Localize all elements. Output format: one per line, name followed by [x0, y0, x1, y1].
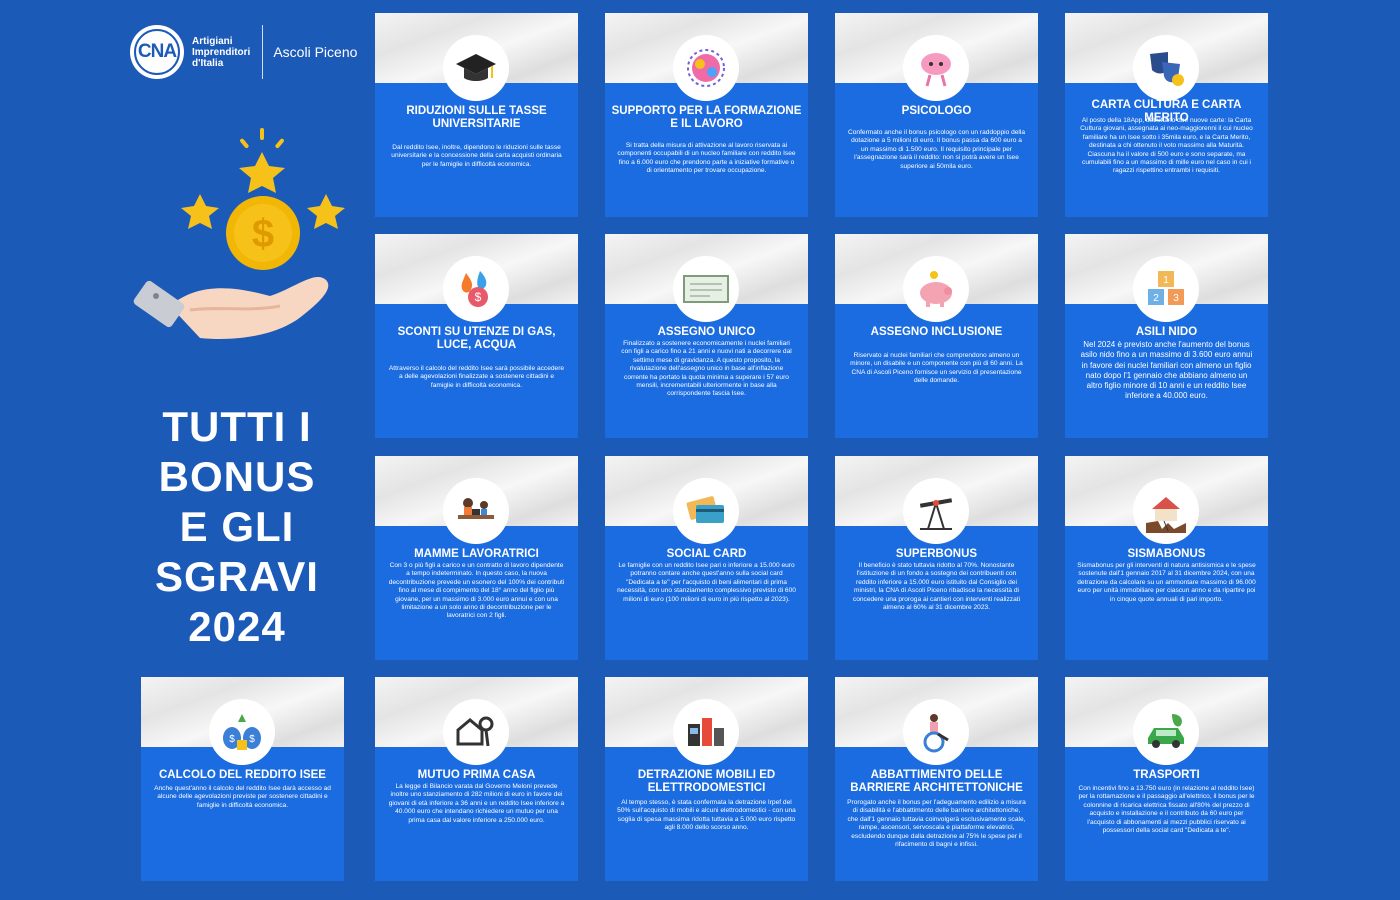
graduation-cap-icon: [443, 35, 509, 101]
card-title: ABBATTIMENTO DELLE BARRIERE ARCHITETTONI…: [850, 769, 1023, 794]
brain-character-icon: [903, 35, 969, 101]
title-line: SGRAVI: [155, 553, 319, 600]
cna-logo-letters: CNA: [137, 41, 177, 62]
svg-text:$: $: [252, 212, 274, 256]
title-line: TUTTI I: [162, 403, 312, 450]
bonus-card-mobili-elettrodomestici: DETRAZIONE MOBILI ED ELETTRODOMESTICI Al…: [605, 677, 808, 881]
svg-text:3: 3: [1173, 293, 1179, 304]
card-text: Le famiglie con un reddito Isee pari o i…: [617, 562, 796, 603]
card-text: Al posto della 18App, debuttano due nuov…: [1080, 117, 1253, 175]
dollar-coin-icon: $: [226, 196, 300, 270]
bonus-card-tasse-universitarie: RIDUZIONI SULLE TASSE UNIVERSITARIE Dal …: [375, 13, 578, 217]
theater-masks-icon: [1133, 35, 1199, 101]
card-title: MAMME LAVORATRICI: [414, 548, 539, 560]
card-title: SCONTI SU UTENZE DI GAS, LUCE, ACQUA: [397, 326, 556, 351]
card-text: Sismabonus per gli interventi di natura …: [1077, 562, 1256, 603]
star-icon: [307, 194, 345, 229]
card-text: Dal reddito Isee, inoltre, dipendono le …: [391, 144, 562, 168]
title-line: 2024: [188, 603, 286, 650]
logo-tag-line: Artigiani: [192, 35, 233, 47]
bonus-card-utenze: $ SCONTI SU UTENZE DI GAS, LUCE, ACQUA A…: [375, 234, 578, 438]
logo-tag-line: Imprenditori: [192, 46, 251, 58]
card-title: SOCIAL CARD: [666, 548, 747, 560]
svg-text:2: 2: [1153, 293, 1159, 304]
bonus-card-psicologo: PSICOLOGO Confermato anche il bonus psic…: [835, 13, 1038, 217]
main-title: TUTTI I BONUS E GLI SGRAVI 2024: [130, 402, 344, 652]
bonus-card-formazione-lavoro: SUPPORTO PER LA FORMAZIONE E IL LAVORO S…: [605, 13, 808, 217]
card-text: Riservato ai nuclei familiari che compre…: [850, 352, 1023, 385]
wheelchair-icon: [903, 699, 969, 765]
card-text: Con 3 o più figli a carico e un contratt…: [388, 562, 565, 620]
card-title: SUPPORTO PER LA FORMAZIONE E IL LAVORO: [611, 105, 802, 130]
card-text: Confermato anche il bonus psicologo con …: [847, 129, 1026, 170]
bonus-card-assegno-inclusione: ASSEGNO INCLUSIONE Riservato ai nuclei f…: [835, 234, 1038, 438]
card-title: TRASPORTI: [1133, 769, 1200, 781]
card-title: CARTA CULTURA E CARTA MERITO: [1091, 99, 1242, 124]
card-text: Si tratta della misura di attivazione al…: [617, 142, 796, 175]
card-text: Il beneficio è stato tuttavia ridotto al…: [852, 562, 1021, 612]
card-text: Prorogato anche il bonus per l'adeguamen…: [847, 799, 1026, 849]
svg-text:$: $: [229, 734, 235, 745]
cna-logo-mark: CNA: [130, 25, 184, 79]
bonus-card-social-card: SOCIAL CARD Le famiglie con un reddito I…: [605, 456, 808, 660]
utilities-icon: $: [443, 256, 509, 322]
cards-icon: [673, 478, 739, 544]
card-title: SISMABONUS: [1127, 548, 1206, 560]
star-icon: [181, 194, 219, 229]
card-text: Con incentivi fino a 13.750 euro (in rel…: [1078, 785, 1255, 835]
card-title: RIDUZIONI SULLE TASSE UNIVERSITARIE: [406, 105, 547, 130]
card-text: Anche quest'anno il calcolo del reddito …: [154, 785, 331, 809]
bonus-card-superbonus: SUPERBONUS Il beneficio è stato tuttavia…: [835, 456, 1038, 660]
bonus-card-calcolo-isee: $ $ CALCOLO DEL REDDITO ISEE Anche quest'…: [141, 677, 344, 881]
logo-divider: [262, 25, 264, 79]
logo-city: Ascoli Piceno: [273, 44, 358, 60]
money-bags-icon: $ $: [209, 699, 275, 765]
card-title: MUTUO PRIMA CASA: [417, 769, 536, 781]
cheque-icon: [673, 256, 739, 322]
card-title: ASILI NIDO: [1135, 326, 1198, 338]
electric-car-icon: [1133, 699, 1199, 765]
open-hand-icon: [133, 277, 329, 340]
svg-text:1: 1: [1163, 275, 1169, 286]
sparkle-icon: [240, 128, 284, 149]
oil-pump-icon: [903, 478, 969, 544]
bonus-card-carta-cultura: CARTA CULTURA E CARTA MERITO Al posto de…: [1065, 13, 1268, 217]
mother-working-icon: [443, 478, 509, 544]
card-text: Attraverso il calcolo del reddito Isee s…: [388, 365, 565, 389]
earthquake-house-icon: [1133, 478, 1199, 544]
card-text: Nel 2024 è previsto anche l'aumento del …: [1080, 340, 1253, 401]
logo-tag-line: d'Italia: [192, 57, 224, 69]
svg-text:$: $: [249, 734, 255, 745]
card-title: ASSEGNO UNICO: [657, 326, 756, 338]
svg-text:$: $: [475, 290, 482, 304]
bonus-card-mamme-lavoratrici: MAMME LAVORATRICI Con 3 o più figli a ca…: [375, 456, 578, 660]
card-title: CALCOLO DEL REDDITO ISEE: [159, 769, 326, 781]
bonus-card-mutuo-prima-casa: MUTUO PRIMA CASA La legge di Bilancio va…: [375, 677, 578, 881]
star-icon: [239, 152, 285, 193]
title-line: BONUS: [158, 453, 316, 500]
bonus-card-trasporti: TRASPORTI Con incentivi fino a 13.750 eu…: [1065, 677, 1268, 881]
cna-logo-tagline: Artigiani Imprenditori d'Italia: [192, 36, 250, 69]
card-title: DETRAZIONE MOBILI ED ELETTRODOMESTICI: [637, 769, 776, 794]
card-text: La legge di Bilancio varata dal Governo …: [388, 783, 565, 824]
card-text: Al tempo stesso, è stata confermata la d…: [617, 799, 796, 832]
bonus-card-sismabonus: SISMABONUS Sismabonus per gli interventi…: [1065, 456, 1268, 660]
appliances-icon: [673, 699, 739, 765]
title-line: E GLI: [179, 503, 295, 550]
brain-gears-icon: [673, 35, 739, 101]
piggy-bank-icon: [903, 256, 969, 322]
hand-coin-stars-illustration: $: [130, 120, 360, 360]
bonus-card-barriere-architettoniche: ABBATTIMENTO DELLE BARRIERE ARCHITETTONI…: [835, 677, 1038, 881]
cna-logo: CNA Artigiani Imprenditori d'Italia Asco…: [130, 24, 357, 80]
card-text: Finalizzato a sostenere economicamente i…: [621, 340, 792, 398]
bonus-card-assegno-unico: ASSEGNO UNICO Finalizzato a sostenere ec…: [605, 234, 808, 438]
card-title: ASSEGNO INCLUSIONE: [870, 326, 1003, 338]
card-title: SUPERBONUS: [895, 548, 978, 560]
house-keys-icon: [443, 699, 509, 765]
card-title: PSICOLOGO: [901, 105, 972, 117]
